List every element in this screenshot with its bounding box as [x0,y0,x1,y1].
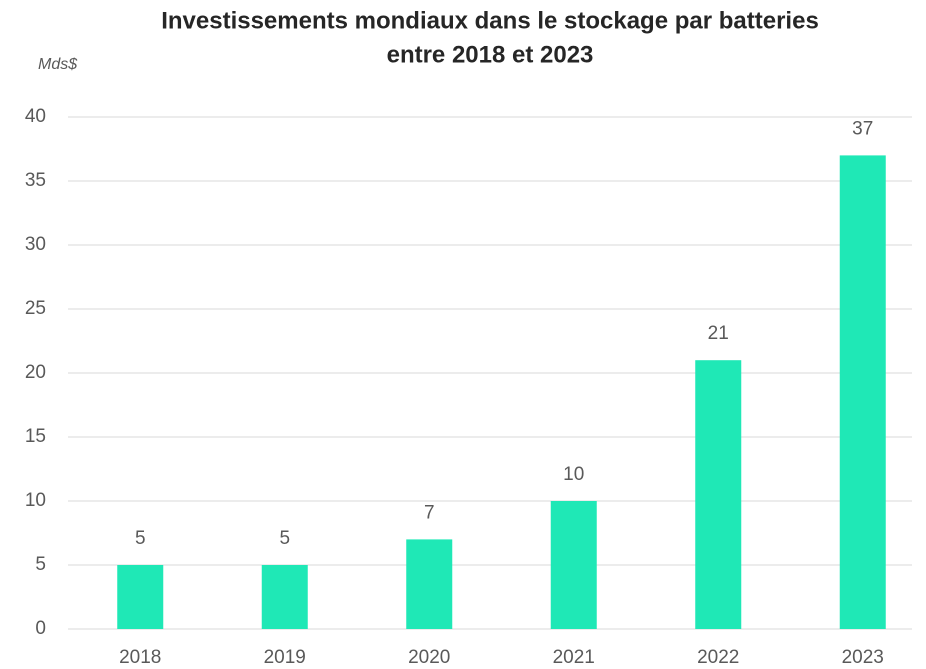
y-tick-label: 30 [25,234,46,255]
chart-title: entre 2018 et 2023 [387,41,594,68]
bar [695,360,742,629]
y-tick-label: 15 [25,426,46,447]
y-tick-label: 20 [25,362,46,383]
x-tick-label: 2021 [553,647,595,668]
y-tick-label: 10 [25,490,46,511]
chart-title: Investissements mondiaux dans le stockag… [161,7,819,34]
y-tick-label: 25 [25,298,46,319]
x-tick-label: 2022 [697,647,739,668]
y-tick-label: 35 [25,170,46,191]
x-tick-label: 2018 [119,647,161,668]
x-tick-label: 2020 [408,647,450,668]
y-tick-label: 40 [25,106,46,127]
bar [261,565,308,629]
x-tick-label: 2023 [842,647,884,668]
bar [406,539,453,629]
bar [117,565,164,629]
data-label: 7 [424,502,435,523]
data-label: 5 [279,528,290,549]
data-label: 10 [563,464,584,485]
y-tick-label: 5 [35,554,46,575]
bar [550,501,597,629]
y-tick-label: 0 [35,618,46,639]
data-label: 37 [852,118,873,139]
data-label: 21 [708,323,729,344]
x-tick-label: 2019 [264,647,306,668]
y-axis-label: Mds$ [38,56,78,73]
data-label: 5 [135,528,146,549]
bar [839,155,886,629]
